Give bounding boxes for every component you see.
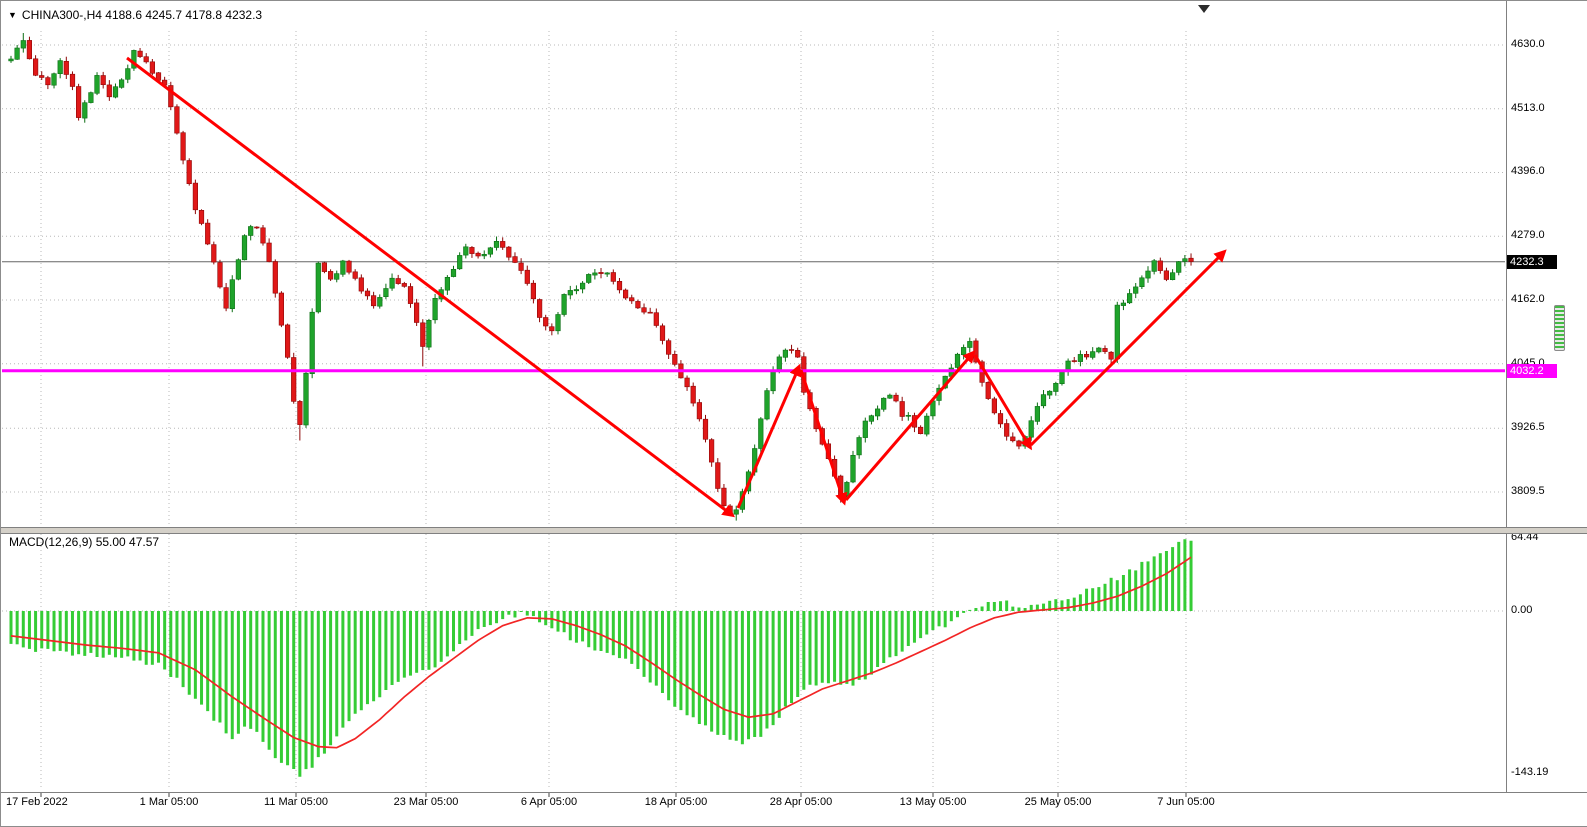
time-axis-label: 18 Apr 05:00 [644, 796, 708, 808]
time-axis-label: 28 Apr 05:00 [769, 796, 833, 808]
time-axis-label: 25 May 05:00 [1024, 796, 1092, 808]
price-axis-label: 4162.0 [1511, 292, 1545, 305]
time-axis-label: 23 Mar 05:00 [393, 796, 459, 808]
price-axis-label: 3809.5 [1511, 485, 1545, 497]
current-price-tag: 4232.3 [1507, 254, 1557, 269]
price-axis-label: 4396.0 [1511, 165, 1545, 178]
price-axis-label: 4513.0 [1511, 101, 1545, 114]
time-axis-label: 17 Feb 2022 [6, 796, 68, 808]
symbol-ohlc-info: ▼ CHINA300-,H4 4188.6 4245.7 4178.8 4232… [8, 8, 262, 22]
time-axis-label: 7 Jun 05:00 [1157, 796, 1215, 808]
axis-scrollbar-thumb[interactable] [1554, 305, 1565, 351]
macd-axis-label: 0.00 [1511, 604, 1533, 616]
hline-price-tag: 4032.2 [1507, 363, 1557, 378]
macd-axis-label: 64.44 [1511, 531, 1539, 544]
price-axis[interactable] [1507, 1, 1587, 792]
time-axis-label: 13 May 05:00 [899, 796, 967, 808]
chart-shift-icon[interactable] [1198, 5, 1210, 13]
macd-axis-label: -143.19 [1511, 765, 1549, 778]
price-axis-label: 3926.5 [1511, 421, 1545, 434]
symbol-ohlc-text: CHINA300-,H4 4188.6 4245.7 4178.8 4232.3 [21, 8, 263, 22]
price-axis-label: 4279.0 [1511, 229, 1545, 242]
time-axis-label: 1 Mar 05:00 [139, 796, 199, 808]
time-axis-label: 11 Mar 05:00 [263, 796, 329, 808]
symbol-dropdown-icon[interactable]: ▼ [8, 9, 17, 20]
macd-indicator-label: MACD(12,26,9) 55.00 47.57 [9, 535, 160, 549]
price-axis-label: 4630.0 [1511, 38, 1545, 50]
panel-separator[interactable] [1, 527, 1587, 534]
time-axis-label: 6 Apr 05:00 [520, 796, 578, 808]
